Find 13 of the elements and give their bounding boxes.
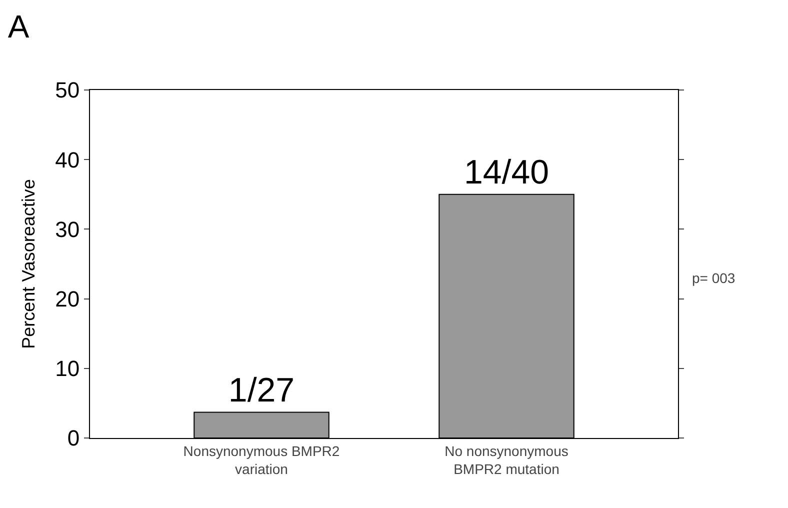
y-tick-label: 0 <box>67 426 80 451</box>
x-tick-label: No nonsynonymous BMPR2 mutation <box>444 442 568 477</box>
y-tick-label: 20 <box>55 286 80 312</box>
data-label: 14/40 <box>464 153 550 192</box>
x-tick-label: Nonsynonymous BMPR2 variation <box>183 442 340 477</box>
text: p= 003 <box>692 270 736 286</box>
chart-title: A <box>8 8 30 45</box>
y-axis-title: Percent Vasoreactive <box>18 179 38 349</box>
y-tick-label: 30 <box>55 216 80 242</box>
data-label: 1/27 <box>228 371 295 410</box>
y-tick-label: 10 <box>55 356 80 382</box>
y-tick-label: 40 <box>55 147 80 172</box>
y-tick-label: 50 <box>55 78 80 103</box>
